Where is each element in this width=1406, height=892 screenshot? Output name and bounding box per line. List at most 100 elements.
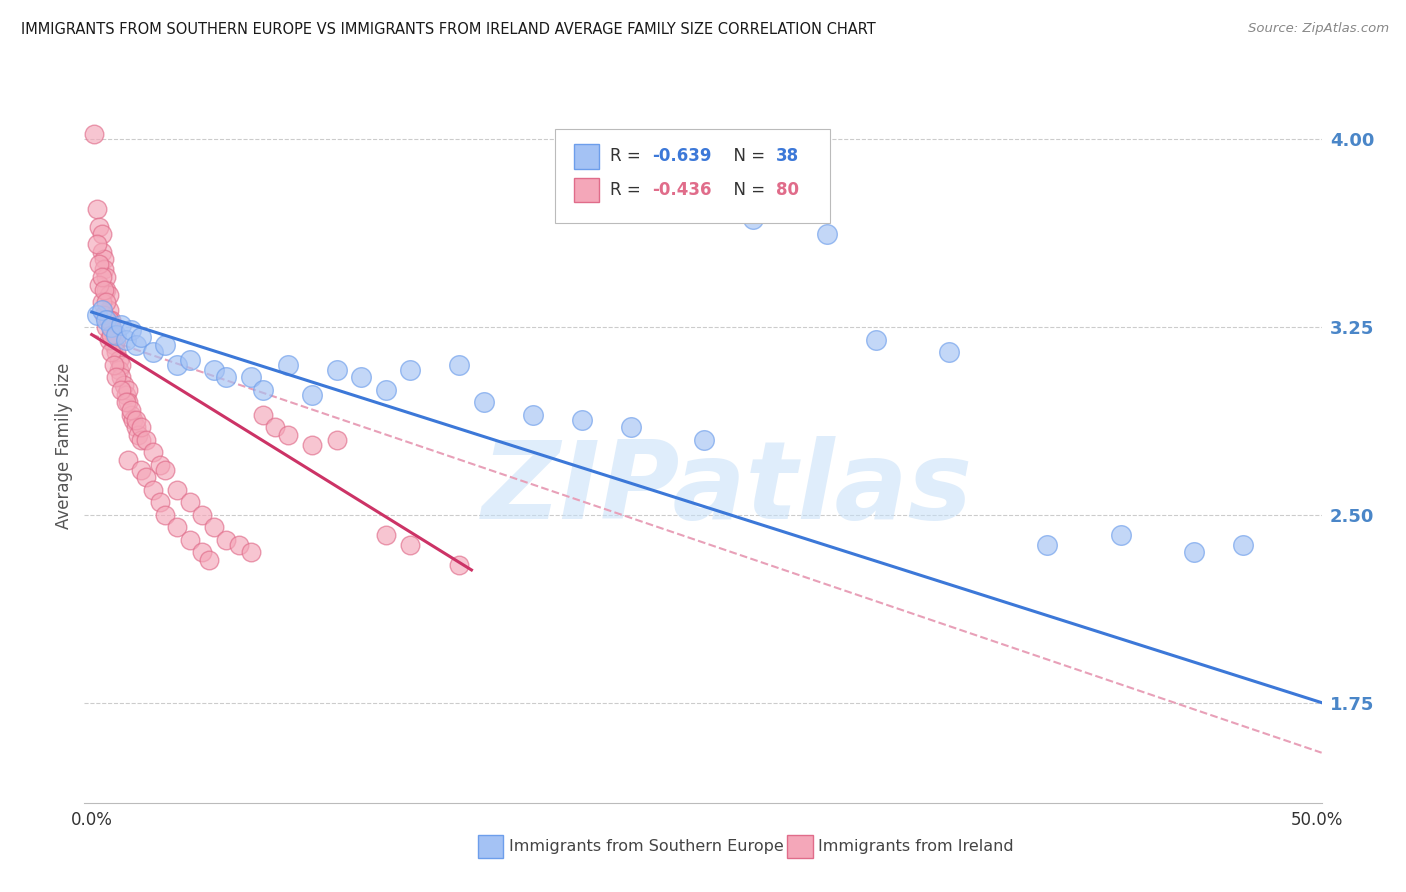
Point	[252, 383, 274, 397]
Text: R =: R =	[610, 181, 647, 199]
Text: Immigrants from Ireland: Immigrants from Ireland	[818, 839, 1014, 854]
Point	[191, 545, 214, 559]
Point	[166, 358, 188, 372]
Point	[117, 395, 139, 409]
Point	[96, 283, 118, 297]
Point	[1182, 545, 1205, 559]
Text: 80: 80	[776, 181, 799, 199]
Point	[125, 337, 148, 351]
Point	[166, 483, 188, 497]
Point	[127, 427, 149, 442]
Point	[215, 533, 238, 547]
Point	[374, 528, 396, 542]
Point	[125, 420, 148, 434]
Point	[115, 333, 138, 347]
Point	[742, 212, 765, 227]
Point	[90, 244, 112, 259]
Point	[100, 312, 122, 326]
Point	[117, 452, 139, 467]
Point	[1109, 528, 1132, 542]
Point	[86, 237, 108, 252]
Point	[125, 413, 148, 427]
Point	[115, 395, 138, 409]
Text: R =: R =	[610, 147, 647, 165]
Point	[135, 433, 157, 447]
Point	[86, 202, 108, 217]
Point	[301, 438, 323, 452]
Point	[155, 463, 177, 477]
Point	[155, 337, 177, 351]
Point	[693, 433, 716, 447]
Point	[179, 495, 201, 509]
Point	[202, 362, 225, 376]
Point	[239, 545, 262, 559]
Point	[120, 322, 142, 336]
Point	[149, 458, 172, 472]
Point	[325, 362, 347, 376]
Point	[252, 408, 274, 422]
Point	[122, 413, 145, 427]
Point	[93, 262, 115, 277]
Point	[96, 312, 118, 326]
Point	[277, 358, 299, 372]
Point	[1036, 538, 1059, 552]
Point	[449, 358, 471, 372]
Point	[215, 370, 238, 384]
Point	[93, 252, 115, 267]
Point	[97, 312, 120, 326]
Point	[93, 283, 115, 297]
Point	[97, 287, 120, 301]
Point	[90, 295, 112, 310]
Text: Immigrants from Southern Europe: Immigrants from Southern Europe	[509, 839, 783, 854]
Point	[107, 362, 129, 376]
Point	[815, 227, 838, 242]
Point	[350, 370, 373, 384]
Point	[135, 470, 157, 484]
Point	[96, 295, 118, 310]
Point	[202, 520, 225, 534]
Point	[103, 327, 125, 342]
Point	[522, 408, 544, 422]
Point	[86, 308, 108, 322]
Point	[1232, 538, 1254, 552]
Point	[620, 420, 643, 434]
Point	[155, 508, 177, 522]
Point	[83, 128, 105, 142]
Point	[87, 219, 110, 234]
Point	[239, 370, 262, 384]
Point	[129, 433, 152, 447]
Point	[277, 427, 299, 442]
Text: ZIPatlas: ZIPatlas	[482, 436, 973, 541]
Point	[142, 445, 165, 459]
Point	[90, 227, 112, 242]
Text: IMMIGRANTS FROM SOUTHERN EUROPE VS IMMIGRANTS FROM IRELAND AVERAGE FAMILY SIZE C: IMMIGRANTS FROM SOUTHERN EUROPE VS IMMIG…	[21, 22, 876, 37]
Point	[100, 327, 122, 342]
Point	[472, 395, 495, 409]
Point	[100, 320, 122, 334]
Point	[105, 370, 128, 384]
Text: N =: N =	[723, 181, 770, 199]
Point	[87, 277, 110, 292]
Point	[100, 345, 122, 359]
Point	[325, 433, 347, 447]
Point	[110, 370, 132, 384]
Point	[120, 408, 142, 422]
Point	[115, 387, 138, 401]
Point	[110, 318, 132, 332]
Point	[166, 520, 188, 534]
Point	[198, 553, 221, 567]
Point	[264, 420, 287, 434]
Point	[399, 538, 422, 552]
Point	[97, 333, 120, 347]
Point	[93, 308, 115, 322]
Point	[103, 358, 125, 372]
Point	[90, 270, 112, 285]
Point	[87, 257, 110, 271]
Point	[105, 327, 128, 342]
Point	[110, 383, 132, 397]
Point	[96, 320, 118, 334]
Point	[129, 420, 152, 434]
Point	[142, 345, 165, 359]
Point	[149, 495, 172, 509]
Point	[374, 383, 396, 397]
